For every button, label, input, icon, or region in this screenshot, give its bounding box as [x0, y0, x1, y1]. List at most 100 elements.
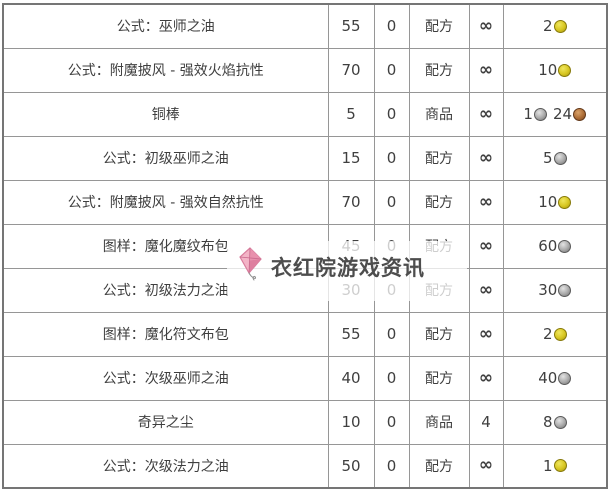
- copper-coin-icon: [573, 107, 587, 121]
- level-cell: 30: [327, 267, 375, 313]
- item-name-cell: 公式：初级法力之油: [2, 267, 329, 313]
- price-value: 2: [543, 17, 567, 35]
- table-row: 奇异之尘 10 0 商品 4 8: [2, 399, 608, 445]
- count-cell: 0: [373, 399, 410, 445]
- price-amount: 1: [542, 456, 553, 475]
- table-row: 公式：初级法力之油 30 0 配方 ∞ 30: [2, 267, 608, 313]
- price-value: 1 24: [523, 105, 587, 123]
- type-cell: 配方: [408, 355, 470, 401]
- table-row: 公式：次级巫师之油 40 0 配方 ∞ 40: [2, 355, 608, 401]
- price-value: 5: [543, 149, 567, 167]
- level-cell: 15: [327, 135, 375, 181]
- price-cell: 40: [502, 355, 608, 401]
- price-value: 2: [543, 325, 567, 343]
- item-name-cell: 公式：次级法力之油: [2, 443, 329, 489]
- stock-cell: ∞: [468, 91, 504, 137]
- stock-cell: ∞: [468, 267, 504, 313]
- type-cell: 配方: [408, 47, 470, 93]
- price-cell: 1 24: [502, 91, 608, 137]
- price-amount: 60: [538, 237, 558, 255]
- level-cell: 55: [327, 311, 375, 357]
- items-table: 公式：巫师之油 55 0 配方 ∞ 2 公式：附魔披风 - 强效火焰抗性 70 …: [2, 3, 608, 489]
- count-cell: 0: [373, 91, 410, 137]
- stock-cell: ∞: [468, 311, 504, 357]
- gold-coin-icon: [553, 459, 567, 473]
- price-amount: 8: [542, 413, 553, 431]
- type-cell: 配方: [408, 179, 470, 225]
- price-cell: 30: [502, 267, 608, 313]
- price-cell: 10: [502, 179, 608, 225]
- price-amount: 2: [542, 325, 553, 343]
- price-value: 40: [538, 369, 572, 387]
- table-row: 公式：附魔披风 - 强效火焰抗性 70 0 配方 ∞ 10: [2, 47, 608, 93]
- gold-coin-icon: [553, 19, 567, 33]
- silver-coin-icon: [553, 415, 567, 429]
- item-name-cell: 图样：魔化符文布包: [2, 311, 329, 357]
- table-row: 图样：魔化符文布包 55 0 配方 ∞ 2: [2, 311, 608, 357]
- price-value: 10: [538, 61, 572, 79]
- price-cell: 2: [502, 311, 608, 357]
- level-cell: 5: [327, 91, 375, 137]
- count-cell: 0: [373, 355, 410, 401]
- level-cell: 55: [327, 3, 375, 49]
- count-cell: 0: [373, 3, 410, 49]
- item-name-cell: 铜棒: [2, 91, 329, 137]
- stock-cell: ∞: [468, 135, 504, 181]
- price-cell: 2: [502, 3, 608, 49]
- gold-coin-icon: [558, 195, 572, 209]
- table-row: 公式：次级法力之油 50 0 配方 ∞ 1: [2, 443, 608, 489]
- silver-coin-icon: [558, 371, 572, 385]
- count-cell: 0: [373, 179, 410, 225]
- count-cell: 0: [373, 311, 410, 357]
- type-cell: 配方: [408, 311, 470, 357]
- count-cell: 0: [373, 267, 410, 313]
- price-cell: 1: [502, 443, 608, 489]
- price-amount: 24: [552, 105, 573, 123]
- stock-cell: ∞: [468, 3, 504, 49]
- stock-cell: ∞: [468, 223, 504, 269]
- price-amount: 40: [538, 369, 558, 387]
- silver-coin-icon: [558, 239, 572, 253]
- stock-cell: ∞: [468, 355, 504, 401]
- item-name-cell: 图样：魔化魔纹布包: [2, 223, 329, 269]
- table-row: 公式：巫师之油 55 0 配方 ∞ 2: [2, 3, 608, 49]
- level-cell: 10: [327, 399, 375, 445]
- silver-coin-icon: [558, 283, 572, 297]
- count-cell: 0: [373, 135, 410, 181]
- type-cell: 配方: [408, 223, 470, 269]
- item-name-cell: 公式：次级巫师之油: [2, 355, 329, 401]
- type-cell: 配方: [408, 267, 470, 313]
- price-cell: 8: [502, 399, 608, 445]
- gold-coin-icon: [553, 327, 567, 341]
- type-cell: 配方: [408, 135, 470, 181]
- price-amount: 10: [538, 61, 558, 79]
- price-cell: 10: [502, 47, 608, 93]
- count-cell: 0: [373, 223, 410, 269]
- table-row: 公式：附魔披风 - 强效自然抗性 70 0 配方 ∞ 10: [2, 179, 608, 225]
- silver-coin-icon: [553, 151, 567, 165]
- level-cell: 70: [327, 179, 375, 225]
- price-cell: 60: [502, 223, 608, 269]
- price-amount: 2: [542, 17, 553, 36]
- price-amount: 1: [523, 105, 533, 123]
- item-name-cell: 公式：附魔披风 - 强效火焰抗性: [2, 47, 329, 93]
- price-value: 10: [538, 193, 572, 211]
- item-name-cell: 公式：初级巫师之油: [2, 135, 329, 181]
- price-amount: 5: [542, 149, 553, 167]
- silver-coin-icon: [533, 107, 547, 121]
- price-cell: 5: [502, 135, 608, 181]
- table-row: 铜棒 5 0 商品 ∞ 1 24: [2, 91, 608, 137]
- stock-cell: ∞: [468, 179, 504, 225]
- level-cell: 50: [327, 443, 375, 489]
- count-cell: 0: [373, 443, 410, 489]
- price-value: 8: [543, 413, 567, 431]
- type-cell: 配方: [408, 443, 470, 489]
- item-name-cell: 公式：巫师之油: [2, 3, 329, 49]
- item-name-cell: 奇异之尘: [2, 399, 329, 445]
- price-value: 30: [538, 281, 572, 299]
- count-cell: 0: [373, 47, 410, 93]
- table-row: 图样：魔化魔纹布包 45 0 配方 ∞ 60: [2, 223, 608, 269]
- level-cell: 70: [327, 47, 375, 93]
- stock-cell: ∞: [468, 47, 504, 93]
